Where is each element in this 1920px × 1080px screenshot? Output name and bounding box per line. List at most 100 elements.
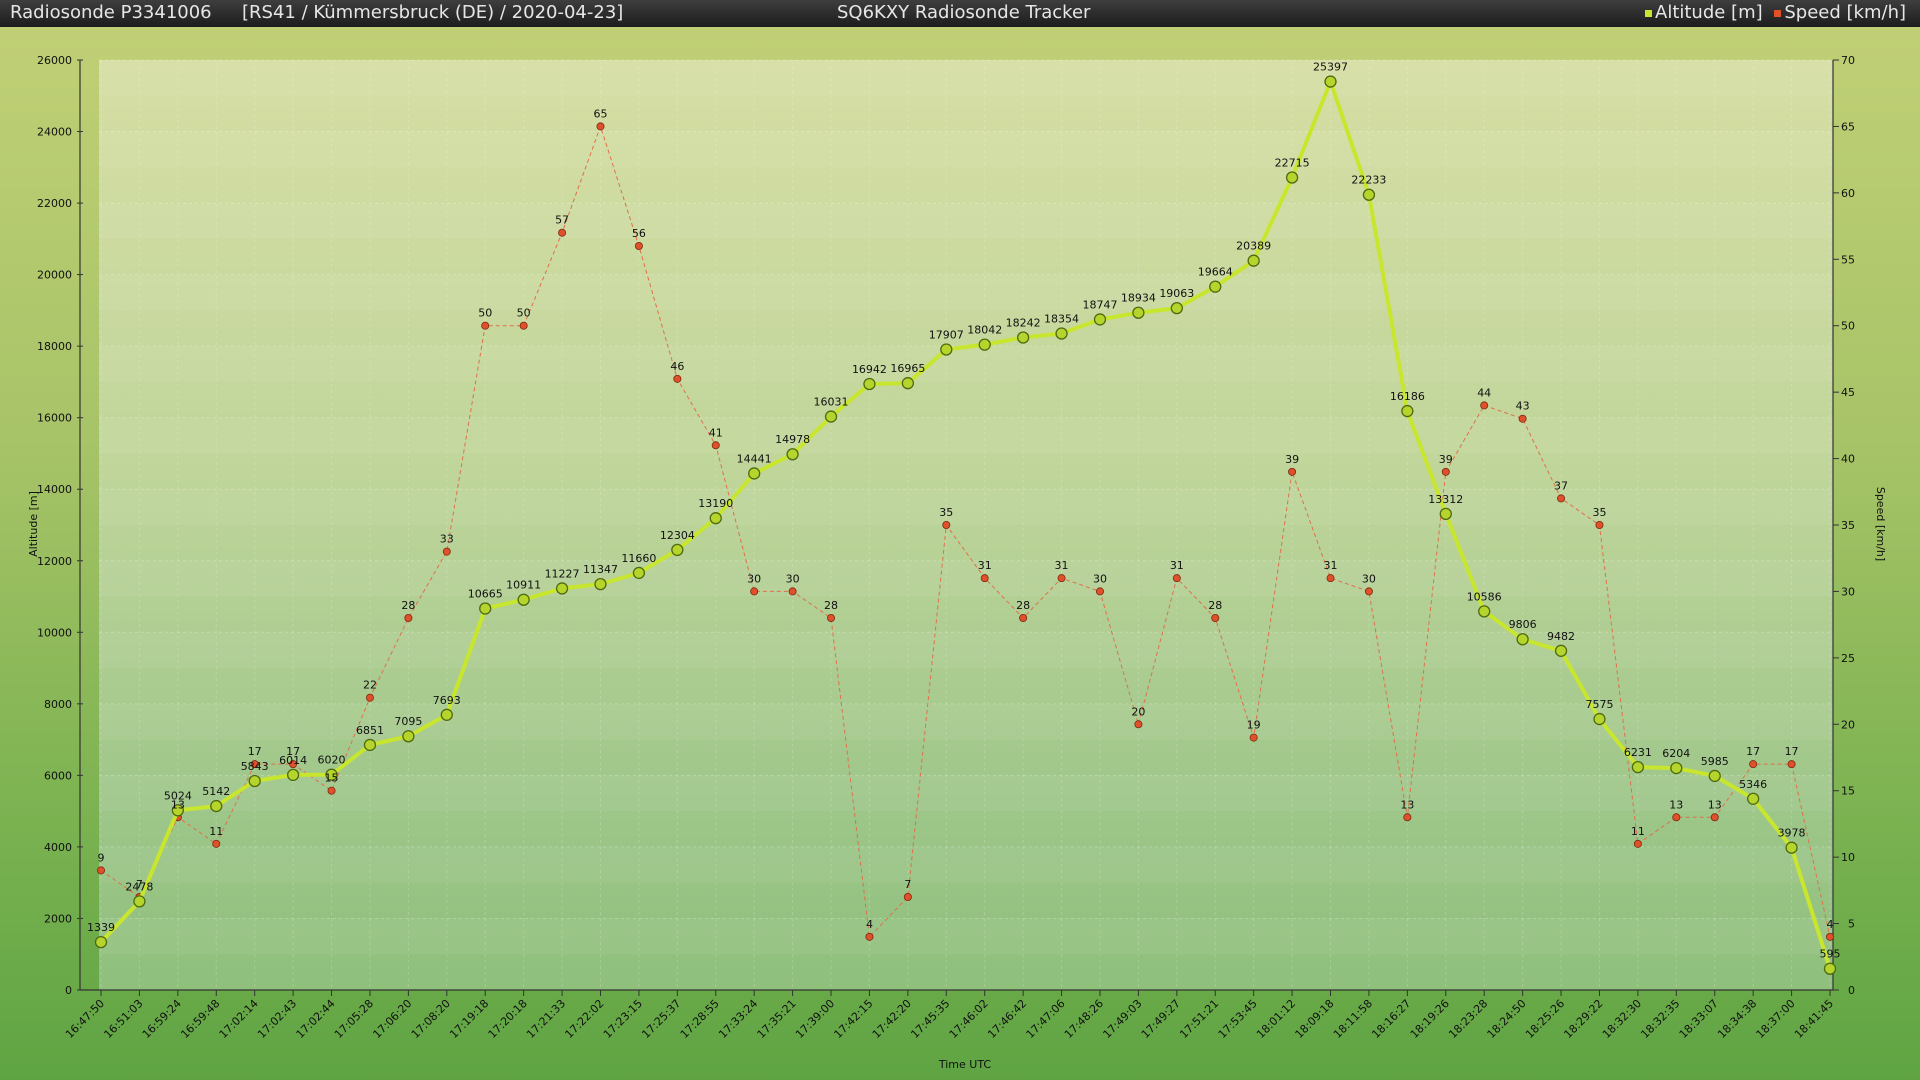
speed-point	[250, 760, 259, 769]
speed-value-label: 7	[136, 878, 143, 891]
speed-value-label: 39	[1285, 453, 1299, 466]
x-tick-label: 18:32:35	[1638, 997, 1682, 1041]
y2-tick-label: 25	[1841, 652, 1855, 665]
altitude-value-label: 19664	[1198, 266, 1233, 279]
altitude-point	[1401, 404, 1414, 418]
altitude-point	[248, 774, 261, 788]
speed-point	[1480, 401, 1489, 410]
speed-point	[1326, 574, 1335, 583]
y-tick-label: 14000	[37, 483, 72, 496]
y2-tick-label: 5	[1848, 918, 1855, 931]
altitude-point	[94, 935, 108, 949]
speed-value-label: 28	[824, 599, 838, 612]
x-tick-label: 17:45:35	[908, 997, 952, 1041]
speed-point	[634, 241, 643, 250]
y-tick-label: 4000	[44, 841, 72, 854]
speed-value-label: 30	[1093, 572, 1107, 585]
speed-value-label: 65	[593, 107, 607, 120]
altitude-value-label: 16186	[1390, 390, 1425, 403]
altitude-point	[1439, 507, 1452, 520]
speed-point	[212, 839, 221, 848]
speed-value-label: 15	[325, 772, 339, 785]
altitude-point	[1285, 171, 1299, 184]
x-tick-label: 18:09:18	[1293, 997, 1337, 1041]
altitude-value-label: 5843	[241, 760, 269, 773]
x-tick-label: 18:25:26	[1523, 997, 1567, 1041]
speed-point	[1249, 733, 1258, 742]
altitude-value-label: 16031	[814, 396, 849, 409]
altitude-value-label: 11227	[545, 567, 580, 580]
speed-value-label: 43	[1516, 400, 1530, 413]
altitude-point	[1093, 313, 1107, 326]
altitude-point	[594, 577, 607, 591]
plot-bands	[99, 60, 1833, 955]
y-tick-label: 2000	[44, 912, 72, 925]
speed-point	[1364, 587, 1373, 596]
altitude-point	[1478, 605, 1491, 618]
altitude-value-label: 1339	[87, 921, 115, 934]
altitude-value-label: 18354	[1044, 312, 1079, 325]
altitude-point	[1554, 644, 1568, 657]
speed-point	[558, 228, 567, 237]
speed-point	[1787, 760, 1796, 769]
x-tick-label: 17:23:15	[601, 997, 645, 1041]
y2-axis-label: Speed [km/h]	[1874, 487, 1887, 561]
speed-value-label: 28	[401, 599, 415, 612]
speed-point	[750, 587, 759, 596]
legend: Altitude [m] Speed [km/h]	[1639, 0, 1906, 25]
speed-point	[1057, 574, 1066, 583]
x-tick-label: 17:02:14	[217, 997, 261, 1041]
altitude-value-label: 16942	[852, 363, 887, 376]
x-tick-label: 18:34:38	[1715, 997, 1759, 1041]
x-tick-label: 18:01:12	[1254, 997, 1298, 1041]
altitude-point	[325, 768, 338, 781]
altitude-point	[1670, 761, 1683, 775]
y2-tick-label: 40	[1841, 453, 1855, 466]
altitude-point	[671, 543, 684, 557]
y2-tick-label: 65	[1841, 120, 1855, 133]
altitude-value-label: 10586	[1467, 590, 1502, 603]
x-tick-label: 17:49:03	[1100, 997, 1144, 1041]
speed-point	[404, 614, 413, 623]
legend-speed-label: Speed [km/h]	[1784, 2, 1906, 23]
y-tick-label: 10000	[37, 626, 72, 639]
altitude-point	[1324, 75, 1337, 88]
speed-value-label: 35	[1592, 506, 1606, 519]
x-tick-label: 18:19:26	[1408, 997, 1452, 1041]
speed-value-label: 19	[1247, 719, 1261, 732]
speed-value-label: 17	[1785, 745, 1799, 758]
speed-line	[100, 124, 1831, 938]
altitude-point	[632, 566, 646, 580]
speed-value-label: 44	[1477, 386, 1491, 399]
speed-value-label: 31	[1055, 559, 1069, 572]
speed-value-label: 33	[440, 533, 454, 546]
x-tick-label: 18:16:27	[1369, 997, 1413, 1041]
y-tick-label: 0	[65, 984, 72, 997]
speed-point	[97, 866, 106, 875]
x-tick-label: 17:20:18	[486, 997, 530, 1041]
altitude-point	[440, 708, 453, 721]
plot-area	[99, 60, 1833, 990]
x-tick-label: 18:29:22	[1561, 997, 1605, 1041]
x-tick-label: 16:51:03	[101, 997, 145, 1041]
x-tick-label: 17:21:33	[524, 997, 568, 1041]
altitude-value-label: 18934	[1121, 292, 1156, 305]
altitude-point	[940, 343, 953, 356]
speed-point	[827, 614, 836, 623]
speed-point	[788, 587, 797, 596]
x-tick-label: 17:35:21	[755, 997, 799, 1041]
speed-point	[1172, 574, 1181, 583]
altitude-value-label: 7095	[394, 715, 422, 728]
altitude-value-label: 6014	[279, 754, 307, 767]
x-tick-label: 17:46:02	[947, 997, 991, 1041]
altitude-value-label: 6231	[1624, 746, 1652, 759]
speed-point	[903, 893, 912, 902]
altitude-value-label: 7693	[433, 694, 461, 707]
altitude-value-label: 9482	[1547, 630, 1575, 643]
speed-value-label: 28	[1208, 599, 1222, 612]
x-tick-label: 18:41:45	[1792, 997, 1836, 1041]
x-tick-label: 18:24:50	[1485, 997, 1529, 1041]
y-tick-label: 18000	[37, 340, 72, 353]
altitude-value-label: 10665	[468, 588, 503, 601]
y-tick-label: 8000	[44, 698, 72, 711]
